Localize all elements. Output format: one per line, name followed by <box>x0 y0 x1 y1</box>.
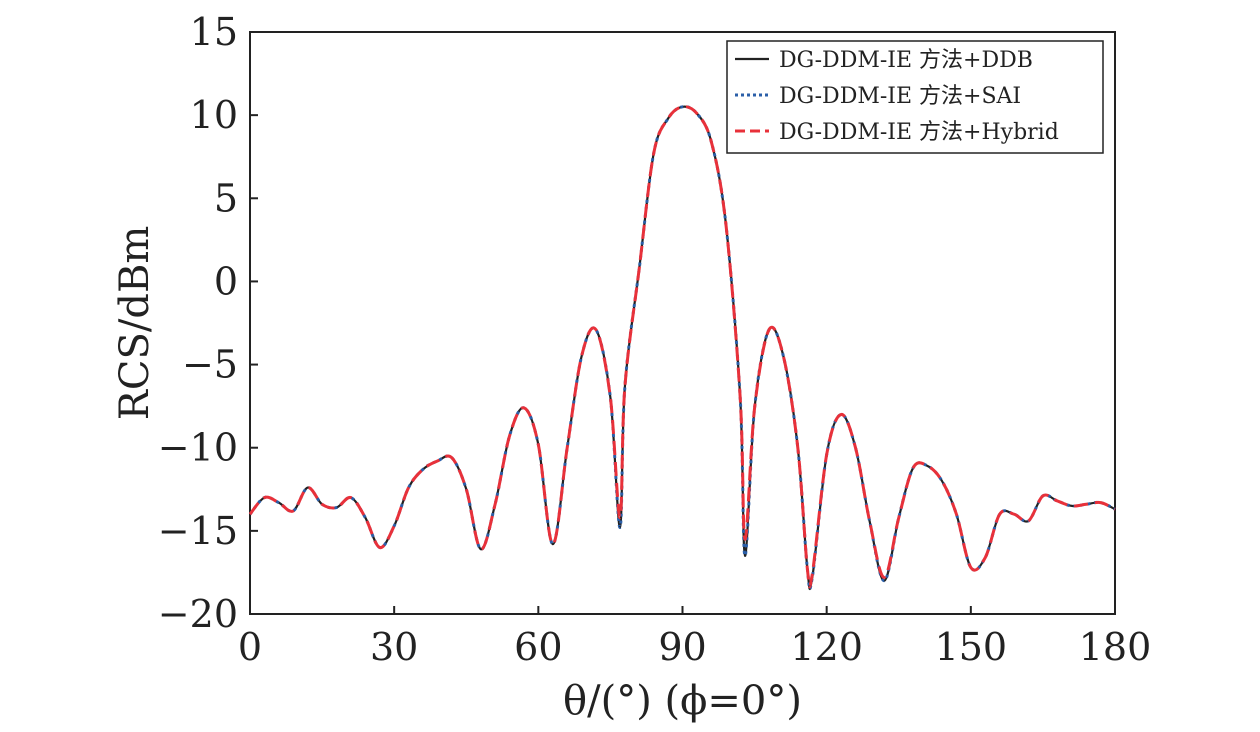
legend-label-2: DG-DDM-IE 方法+SAI <box>779 84 1021 109</box>
series-line-3 <box>248 105 1116 589</box>
y-tick-label: 5 <box>214 176 238 220</box>
legend-label-1: DG-DDM-IE 方法+DDB <box>779 48 1033 73</box>
legend: DG-DDM-IE 方法+DDB DG-DDM-IE 方法+SAI DG-DDM-I… <box>726 40 1104 154</box>
x-tick-label: 120 <box>790 625 863 669</box>
y-tick-label: −10 <box>158 426 238 470</box>
series-line-2 <box>248 105 1116 591</box>
series-layer <box>248 105 1116 591</box>
x-tick-label: 30 <box>370 625 418 669</box>
x-tick-label: 60 <box>514 625 562 669</box>
legend-box <box>726 40 1104 154</box>
y-tick-label: 10 <box>190 93 238 137</box>
x-axis-ticks: 0 30 60 90 120 150 180 <box>238 606 1151 669</box>
y-tick-label: −15 <box>158 509 238 553</box>
y-tick-label: −5 <box>182 343 238 387</box>
y-tick-label: 15 <box>190 10 238 54</box>
x-tick-label: 150 <box>935 625 1008 669</box>
legend-label-3: DG-DDM-IE 方法+Hybrid <box>779 120 1059 145</box>
y-tick-label: 0 <box>214 259 238 303</box>
x-tick-label: 0 <box>238 625 262 669</box>
y-axis-label: RCS/dBm <box>112 226 158 421</box>
x-axis-label: θ/(°) (ϕ=0°) <box>563 678 802 724</box>
y-axis-ticks: 15 10 5 0 −5 −10 −15 −20 <box>158 10 258 636</box>
x-tick-label: 90 <box>658 625 706 669</box>
x-tick-label: 180 <box>1079 625 1152 669</box>
y-tick-label: −20 <box>158 592 238 636</box>
series-line-1 <box>249 105 1116 590</box>
